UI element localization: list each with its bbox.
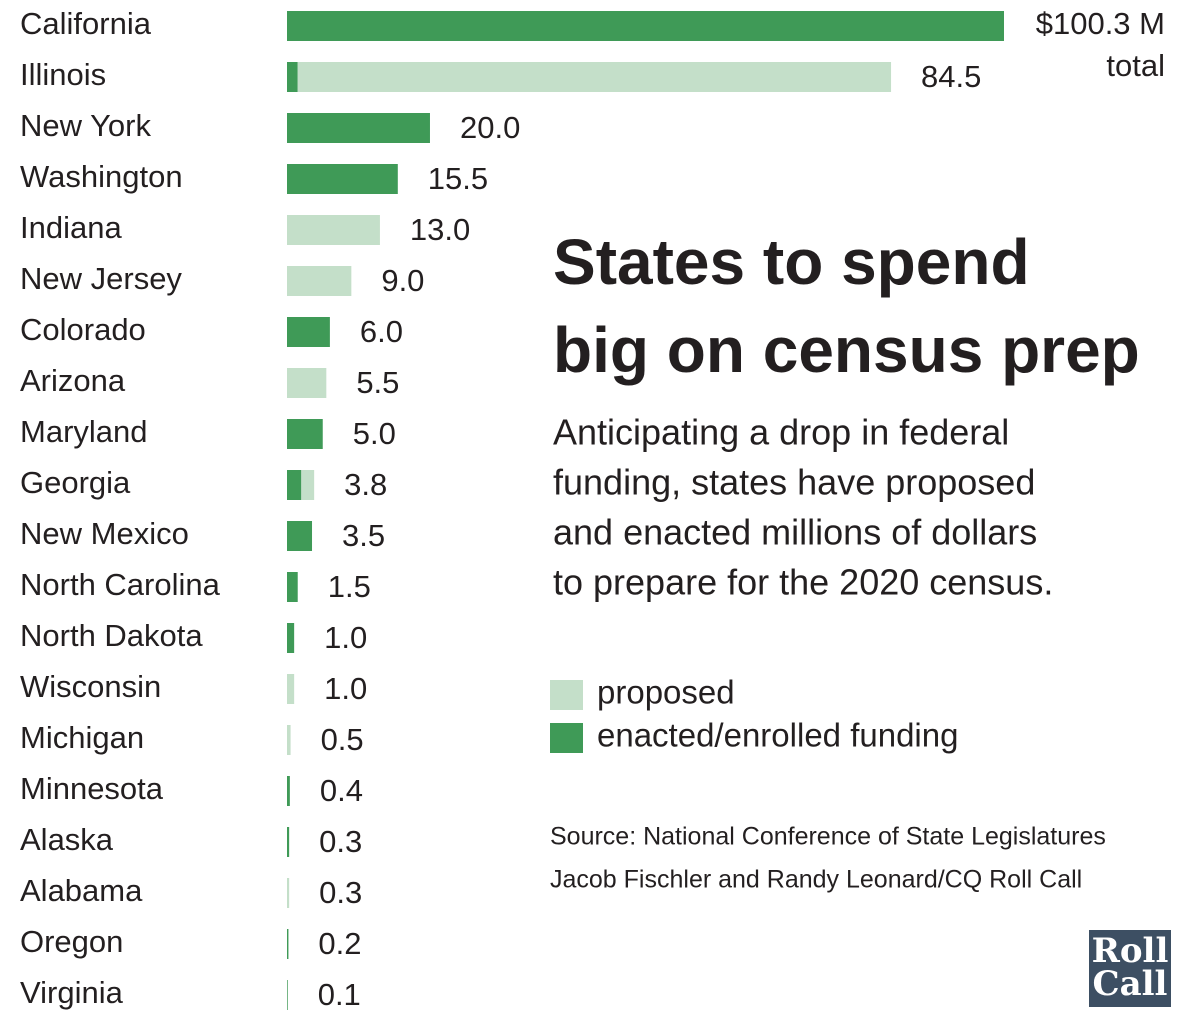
value-label: 5.5: [356, 365, 399, 400]
category-label: New Mexico: [20, 516, 189, 551]
category-label: North Dakota: [20, 618, 203, 653]
value-label: 0.2: [318, 926, 361, 961]
bar-segment: [287, 215, 380, 245]
bar-segment: [287, 674, 295, 704]
value-label: 1.0: [324, 620, 367, 655]
value-label: 3.8: [344, 467, 387, 502]
bar-segment: [287, 623, 295, 653]
value-label: 20.0: [460, 110, 520, 145]
bar-segment: [287, 368, 327, 398]
category-label: Wisconsin: [20, 669, 161, 704]
category-label: Arizona: [20, 363, 126, 398]
logo-text: Roll: [1092, 931, 1169, 971]
bar-segment: [287, 470, 302, 500]
bar-segment: [287, 776, 290, 806]
value-label: 0.1: [318, 977, 361, 1012]
bar-segment: [287, 980, 288, 1010]
bar-segment: [287, 827, 290, 857]
value-label: 1.0: [324, 671, 367, 706]
category-label: Minnesota: [20, 771, 164, 806]
subtitle: to prepare for the 2020 census.: [553, 562, 1053, 603]
chart-title: big on census prep: [553, 314, 1140, 386]
bar-segment: [287, 521, 313, 551]
value-label: 0.3: [319, 875, 362, 910]
value-label: 1.5: [328, 569, 371, 604]
value-label: 84.5: [921, 59, 981, 94]
bar-segment: [287, 164, 398, 194]
bar-segment: [287, 725, 291, 755]
value-label: 6.0: [360, 314, 403, 349]
category-label: Oregon: [20, 924, 123, 959]
bar-segment: [287, 62, 298, 92]
category-label: New Jersey: [20, 261, 182, 296]
subtitle: Anticipating a drop in federal: [553, 412, 1009, 453]
legend-swatch: [550, 680, 583, 710]
category-label: Indiana: [20, 210, 122, 245]
category-label: Alabama: [20, 873, 143, 908]
bar-segment: [287, 572, 298, 602]
legend-swatch: [550, 723, 583, 753]
bar-segment: [287, 419, 323, 449]
value-label: 13.0: [410, 212, 470, 247]
total-note: total: [1106, 48, 1165, 83]
bar-segment: [287, 929, 289, 959]
bar-segment: [287, 266, 352, 296]
logo-text: Call: [1093, 964, 1168, 1004]
category-label: Washington: [20, 159, 183, 194]
category-label: Virginia: [20, 975, 124, 1010]
category-label: California: [20, 6, 152, 41]
bar-segment: [297, 62, 892, 92]
credit: Jacob Fischler and Randy Leonard/CQ Roll…: [550, 866, 1082, 894]
value-label: 5.0: [353, 416, 396, 451]
category-label: Alaska: [20, 822, 114, 857]
value-label: $100.3 M: [1036, 6, 1165, 41]
category-label: New York: [20, 108, 151, 143]
value-label: 9.0: [381, 263, 424, 298]
value-label: 0.4: [320, 773, 363, 808]
logo-box: [1089, 930, 1171, 1007]
bar-segment: [287, 11, 1004, 41]
chart-title: States to spend: [553, 226, 1030, 298]
category-label: Illinois: [20, 57, 106, 92]
category-label: Michigan: [20, 720, 144, 755]
source: Source: National Conference of State Leg…: [550, 823, 1106, 851]
subtitle: funding, states have proposed: [553, 462, 1035, 503]
bar-segment: [287, 113, 430, 143]
category-label: Colorado: [20, 312, 146, 347]
value-label: 0.5: [321, 722, 364, 757]
bar-segment: [287, 317, 330, 347]
category-label: Maryland: [20, 414, 148, 449]
subtitle: and enacted millions of dollars: [553, 512, 1037, 553]
legend-label: proposed: [597, 674, 735, 711]
value-label: 3.5: [342, 518, 385, 553]
value-label: 0.3: [319, 824, 362, 859]
bar-segment: [301, 470, 315, 500]
category-label: Georgia: [20, 465, 131, 500]
category-label: North Carolina: [20, 567, 221, 602]
legend-label: enacted/enrolled funding: [597, 717, 958, 754]
value-label: 15.5: [428, 161, 488, 196]
bar-segment: [287, 878, 290, 908]
